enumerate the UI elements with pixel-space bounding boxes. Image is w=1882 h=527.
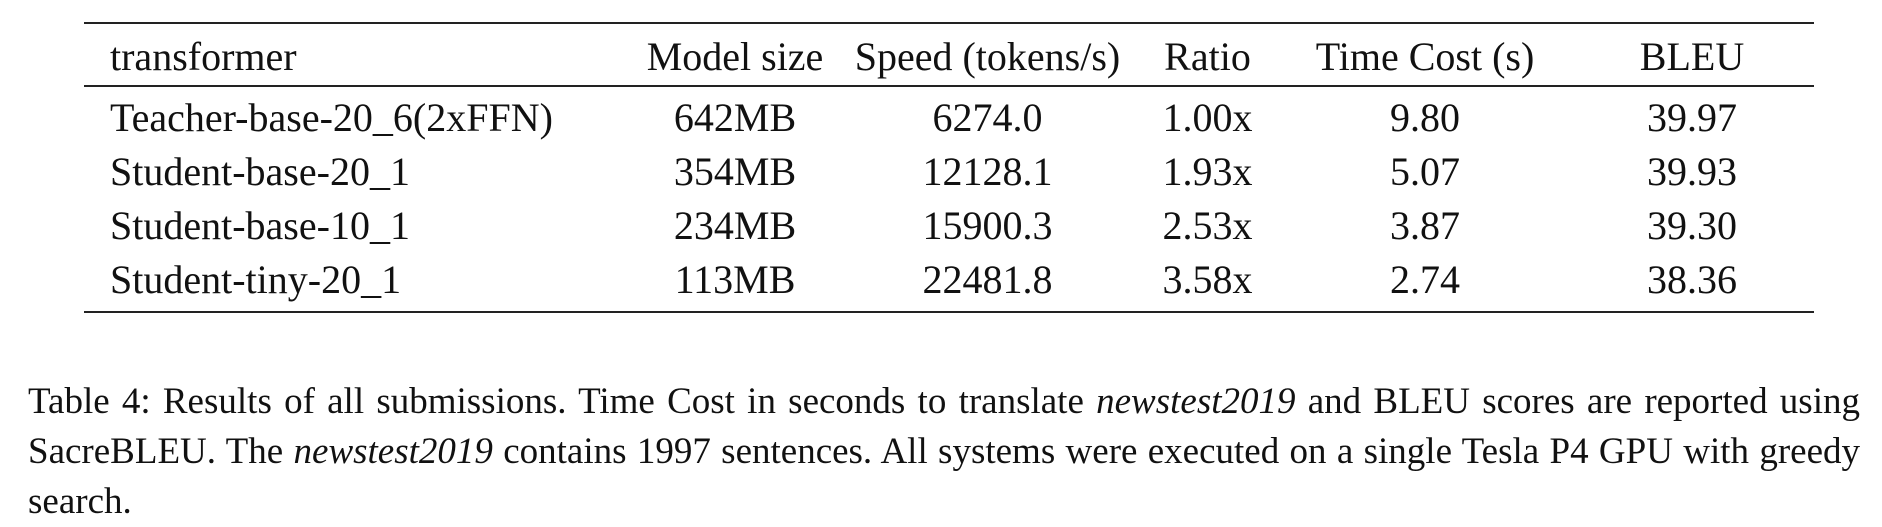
- header-model-size: Model size: [646, 33, 824, 79]
- results-table: transformer Model size Speed (tokens/s) …: [84, 22, 1814, 313]
- header-row: transformer Model size Speed (tokens/s) …: [84, 23, 1814, 86]
- cell-model-size: 234MB: [673, 203, 797, 248]
- table-header: transformer Model size Speed (tokens/s) …: [84, 23, 1814, 86]
- cell-model-size: 113MB: [674, 257, 796, 302]
- header-speed: Speed (tokens/s): [854, 33, 1121, 79]
- cell-bleu: 38.36: [1647, 257, 1737, 302]
- cell-time-cost: 5.07: [1390, 149, 1460, 194]
- header-ratio: Ratio: [1164, 33, 1251, 79]
- cell-speed: 22481.8: [922, 257, 1053, 302]
- table-caption: Table 4: Results of all submissions. Tim…: [28, 377, 1860, 527]
- cell-time-cost: 9.80: [1390, 95, 1460, 140]
- cell-speed: 6274.0: [932, 95, 1043, 140]
- cell-model-name: Student-base-20_1: [110, 149, 410, 194]
- cell-time-cost: 2.74: [1390, 257, 1460, 302]
- cell-model-name: Student-base-10_1: [110, 203, 410, 248]
- caption-text: contains 1997 sentences. All systems wer…: [28, 431, 1861, 522]
- results-table-container: transformer Model size Speed (tokens/s) …: [84, 22, 1814, 313]
- table-row: Teacher-base-20_6(2xFFN) 642MB 6274.0 1.…: [84, 86, 1814, 145]
- table-body: Teacher-base-20_6(2xFFN) 642MB 6274.0 1.…: [84, 86, 1814, 312]
- cell-ratio: 2.53x: [1162, 203, 1253, 248]
- table-row: Student-tiny-20_1 113MB 22481.8 3.58x 2.…: [84, 253, 1814, 312]
- caption-dataset-name: newstest2019: [1096, 381, 1296, 422]
- cell-ratio: 3.58x: [1162, 257, 1253, 302]
- table-row: Student-base-20_1 354MB 12128.1 1.93x 5.…: [84, 145, 1814, 199]
- cell-time-cost: 3.87: [1390, 203, 1460, 248]
- cell-bleu: 39.30: [1647, 203, 1737, 248]
- cell-speed: 15900.3: [922, 203, 1053, 248]
- cell-model-size: 642MB: [673, 95, 797, 140]
- header-bleu: BLEU: [1639, 33, 1745, 79]
- header-time-cost: Time Cost (s): [1315, 33, 1535, 79]
- cell-bleu: 39.93: [1647, 149, 1737, 194]
- table-row: Student-base-10_1 234MB 15900.3 2.53x 3.…: [84, 199, 1814, 253]
- cell-model-name: Student-tiny-20_1: [110, 257, 402, 302]
- cell-ratio: 1.00x: [1162, 95, 1253, 140]
- caption-dataset-name: newstest2019: [293, 431, 493, 472]
- cell-model-size: 354MB: [673, 149, 797, 194]
- cell-model-name: Teacher-base-20_6(2xFFN): [110, 95, 553, 140]
- caption-text: Table 4: Results of all submissions. Tim…: [28, 381, 1097, 422]
- caption-text: and BLEU scores are reported using Sacre…: [28, 381, 1860, 472]
- cell-speed: 12128.1: [922, 149, 1053, 194]
- cell-ratio: 1.93x: [1162, 149, 1253, 194]
- header-transformer: transformer: [110, 33, 297, 79]
- cell-bleu: 39.97: [1647, 95, 1737, 140]
